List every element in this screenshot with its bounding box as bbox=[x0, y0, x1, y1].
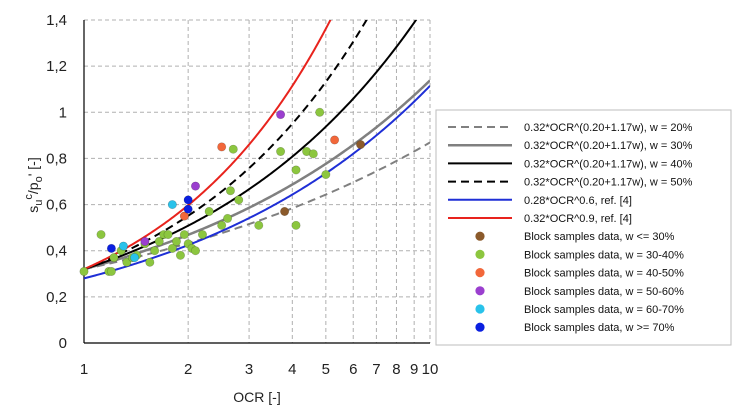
y-tick-label: 0,8 bbox=[46, 150, 67, 167]
data-point bbox=[79, 266, 89, 276]
data-point bbox=[217, 142, 227, 152]
legend-marker-swatch bbox=[475, 249, 485, 259]
data-point bbox=[190, 181, 200, 191]
legend-label: Block samples data, w = 50-60% bbox=[524, 286, 684, 298]
y-tick-label: 1,2 bbox=[46, 58, 67, 75]
data-point bbox=[106, 243, 116, 253]
curve-line bbox=[84, 20, 332, 271]
data-point bbox=[175, 250, 185, 260]
x-tick-label: 8 bbox=[392, 361, 400, 378]
x-tick-label: 10 bbox=[422, 361, 439, 378]
data-point bbox=[179, 230, 189, 240]
data-point bbox=[356, 140, 366, 150]
data-point bbox=[140, 236, 150, 246]
x-tick-label: 4 bbox=[288, 361, 296, 378]
legend-label: 0.32*OCR^(0.20+1.17w), w = 30% bbox=[524, 140, 693, 152]
data-point bbox=[190, 246, 200, 256]
legend-marker-swatch bbox=[475, 322, 485, 332]
data-point bbox=[321, 170, 331, 180]
svg-text:suc/po' [-]: suc/po' [-] bbox=[23, 157, 45, 212]
legend-label: Block samples data, w = 30-40% bbox=[524, 249, 684, 261]
legend-label: Block samples data, w = 60-70% bbox=[524, 304, 684, 316]
legend: 0.32*OCR^(0.20+1.17w), w = 20% 0.32*OCR^(… bbox=[435, 109, 732, 346]
y-tick-label: 1,4 bbox=[46, 12, 67, 29]
legend-box bbox=[435, 109, 732, 346]
data-point bbox=[276, 147, 286, 157]
data-point bbox=[225, 186, 235, 196]
y-tick-label: 0,4 bbox=[46, 243, 67, 260]
grid-lines bbox=[84, 19, 431, 343]
data-point bbox=[280, 206, 290, 216]
data-points bbox=[79, 107, 366, 276]
data-point bbox=[291, 220, 301, 230]
y-tick-label: 0,6 bbox=[46, 197, 67, 214]
legend-label: Block samples data, w = 40-50% bbox=[524, 268, 684, 280]
data-point bbox=[217, 220, 227, 230]
curve-line bbox=[84, 20, 418, 271]
legend-marker-swatch bbox=[475, 304, 485, 314]
curve-line bbox=[84, 141, 430, 271]
data-point bbox=[254, 220, 264, 230]
legend-label: 0.32*OCR^(0.20+1.17w), w = 40% bbox=[524, 158, 693, 170]
data-point bbox=[145, 257, 155, 267]
data-point bbox=[204, 206, 214, 216]
curves bbox=[84, 20, 430, 280]
legend-marker-swatch bbox=[475, 231, 485, 241]
data-point bbox=[106, 266, 116, 276]
legend-label: Block samples data, w >= 70% bbox=[524, 322, 675, 334]
data-point bbox=[167, 200, 177, 210]
y-tick-labels: 0 0,2 0,4 0,6 0,8 1 1,2 1,4 bbox=[46, 12, 67, 352]
legend-label: 0.32*OCR^(0.20+1.17w), w = 50% bbox=[524, 177, 693, 189]
x-tick-label: 6 bbox=[349, 361, 357, 378]
y-tick-label: 0 bbox=[59, 335, 67, 352]
x-tick-label: 3 bbox=[245, 361, 253, 378]
legend-label: 0.28*OCR^0.6, ref. [4] bbox=[524, 195, 632, 207]
legend-label: Block samples data, w <= 30% bbox=[524, 231, 675, 243]
y-tick-label: 1 bbox=[59, 104, 67, 121]
data-point bbox=[130, 253, 140, 263]
data-point bbox=[163, 230, 173, 240]
x-tick-label: 5 bbox=[322, 361, 330, 378]
data-point bbox=[291, 165, 301, 175]
legend-marker-swatch bbox=[475, 286, 485, 296]
data-point bbox=[96, 230, 106, 240]
data-point bbox=[122, 257, 132, 267]
data-point bbox=[183, 204, 193, 214]
curve-line bbox=[84, 79, 430, 271]
data-point bbox=[171, 236, 181, 246]
data-point bbox=[167, 243, 177, 253]
data-point bbox=[315, 107, 325, 117]
data-point bbox=[183, 195, 193, 205]
data-point bbox=[118, 241, 128, 251]
data-point bbox=[197, 230, 207, 240]
x-tick-labels: 1 2 3 4 5 6 7 8 9 10 bbox=[80, 361, 439, 378]
data-point bbox=[154, 236, 164, 246]
data-point bbox=[228, 144, 238, 154]
data-point bbox=[150, 246, 160, 256]
legend-label: 0.32*OCR^(0.20+1.17w), w = 20% bbox=[524, 122, 693, 134]
curve-line bbox=[84, 85, 430, 280]
y-tick-label: 0,2 bbox=[46, 289, 67, 306]
data-point bbox=[179, 211, 189, 221]
legend-label: 0.32*OCR^0.9, ref. [4] bbox=[524, 213, 632, 225]
x-tick-label: 1 bbox=[80, 361, 88, 378]
x-axis-title: OCR [-] bbox=[233, 389, 280, 405]
data-point bbox=[223, 213, 233, 223]
x-tick-label: 2 bbox=[184, 361, 192, 378]
data-point bbox=[234, 195, 244, 205]
data-point bbox=[308, 149, 318, 159]
x-tick-label: 7 bbox=[372, 361, 380, 378]
axes bbox=[83, 20, 430, 344]
data-point bbox=[109, 253, 119, 263]
data-point bbox=[276, 110, 286, 120]
x-tick-label: 9 bbox=[410, 361, 418, 378]
data-point bbox=[330, 135, 340, 145]
legend-marker-swatch bbox=[475, 268, 485, 278]
y-axis-title: suc/po' [-] bbox=[23, 157, 45, 212]
